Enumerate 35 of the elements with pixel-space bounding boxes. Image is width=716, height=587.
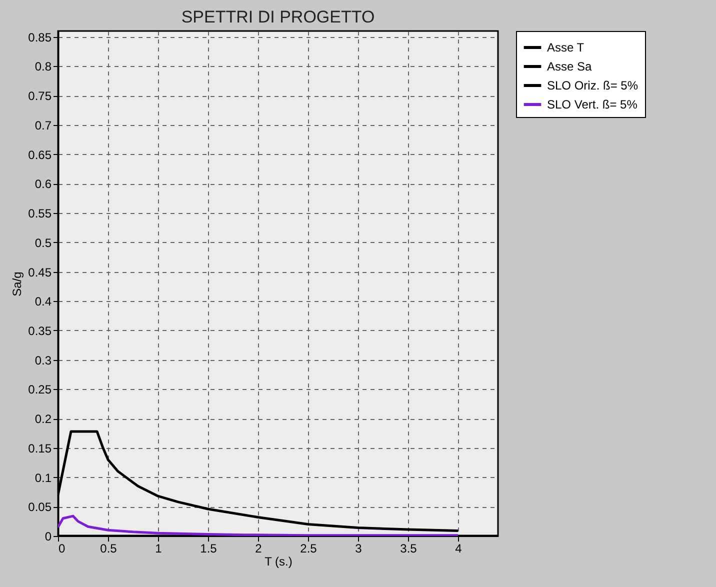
y-tick-label: 0.1 — [34, 470, 52, 485]
x-tick-label: 1.5 — [200, 542, 218, 556]
x-tick-label: 3.5 — [400, 542, 418, 556]
x-tick-label: 4 — [455, 542, 462, 556]
y-tick-label: 0 — [44, 530, 52, 544]
x-tick-label: 2.5 — [300, 542, 318, 556]
y-tick-label: 0.8 — [34, 60, 52, 74]
y-tick-label: 0.7 — [34, 118, 52, 132]
y-axis-title: Sa/g — [10, 272, 24, 296]
y-tick-label: 0.75 — [28, 89, 52, 104]
y-tick-label: 0.3 — [34, 353, 52, 368]
y-tick-label: 0.85 — [28, 30, 52, 44]
y-tick-label: 0.35 — [28, 324, 52, 338]
x-axis-title: T (s.) — [264, 554, 292, 568]
x-tick-label: 1 — [155, 542, 162, 556]
y-tick-label: 0.55 — [28, 206, 52, 221]
y-tick-label: 0.65 — [28, 148, 52, 162]
legend-label: SLO Vert. ß= 5% — [547, 98, 638, 112]
y-tick-label: 0.15 — [28, 441, 52, 456]
line-series — [58, 514, 460, 536]
legend-label: Asse Sa — [547, 60, 592, 74]
chart-title: SPETTRI DI PROGETTO — [181, 8, 375, 26]
y-tick-label: 0.2 — [34, 412, 52, 426]
y-tick-label: 0.5 — [34, 236, 52, 250]
x-tick-label: 0.5 — [100, 542, 118, 556]
y-tick-label: 0.6 — [34, 177, 52, 192]
y-tick-label: 0.25 — [28, 382, 52, 397]
x-tick-label: 2 — [255, 542, 262, 556]
y-tick-label: 0.4 — [34, 294, 52, 309]
legend-label: SLO Oriz. ß= 5% — [547, 78, 638, 92]
legend-label: Asse T — [547, 40, 585, 54]
x-tick-label: 0 — [58, 542, 66, 556]
y-tick-label: 0.05 — [28, 500, 52, 514]
y-tick-label: 0.45 — [28, 265, 52, 280]
x-tick-label: 3 — [355, 542, 362, 556]
